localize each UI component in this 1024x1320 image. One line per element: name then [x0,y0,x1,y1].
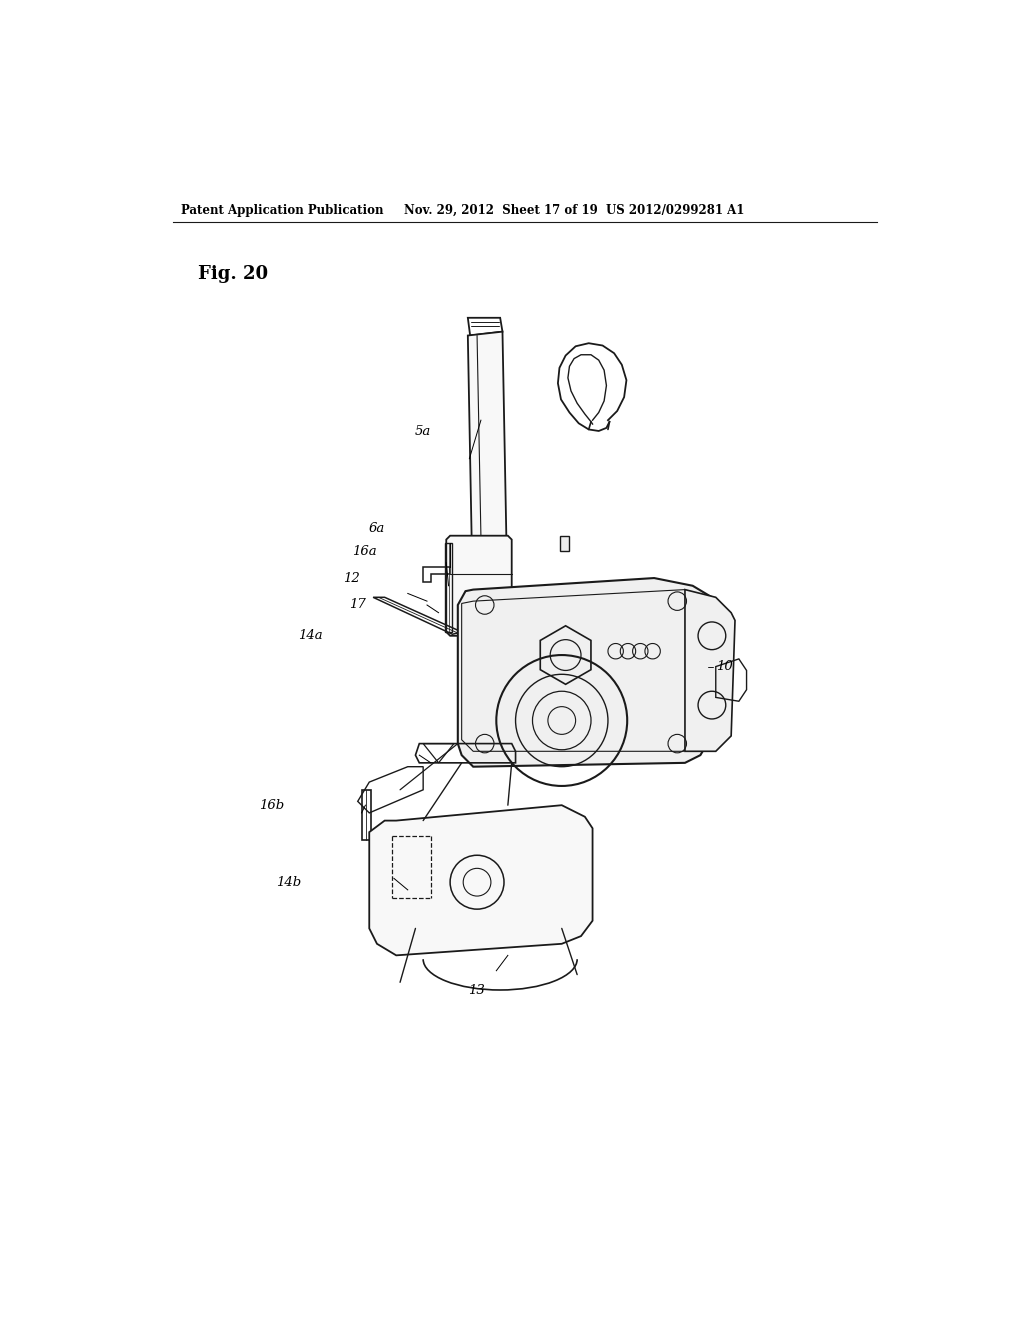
Text: 17: 17 [348,598,366,611]
Text: Nov. 29, 2012  Sheet 17 of 19: Nov. 29, 2012 Sheet 17 of 19 [403,205,598,218]
Text: 5a: 5a [415,425,431,438]
Polygon shape [458,578,716,767]
Text: 12: 12 [343,572,360,585]
Text: 13: 13 [468,983,484,997]
Text: Fig. 20: Fig. 20 [199,265,268,282]
Polygon shape [446,536,512,636]
Text: Patent Application Publication: Patent Application Publication [180,205,383,218]
Text: 10: 10 [716,660,732,673]
Text: 14a: 14a [298,630,323,643]
Text: US 2012/0299281 A1: US 2012/0299281 A1 [606,205,744,218]
Polygon shape [560,536,569,552]
Text: 16a: 16a [352,545,377,557]
Polygon shape [685,590,735,751]
Text: 6a: 6a [369,521,385,535]
Text: 16b: 16b [259,799,285,812]
Text: 14b: 14b [276,875,301,888]
Polygon shape [468,331,506,540]
Polygon shape [370,805,593,956]
